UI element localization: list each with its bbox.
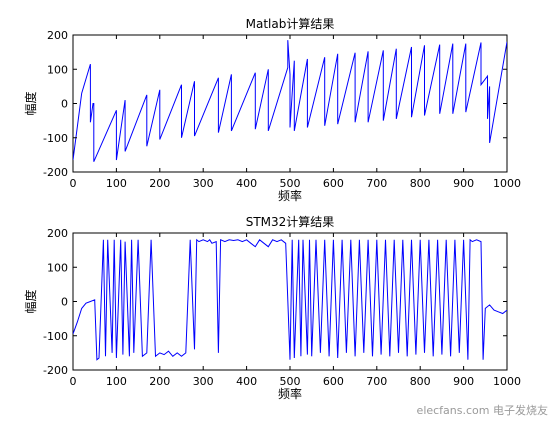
chart-2-y-axis-label: 幅度 xyxy=(23,289,38,313)
chart-2-x-tick-label: 300 xyxy=(193,375,214,388)
chart-2-x-tick-label: 800 xyxy=(410,375,431,388)
chart-1: 0 100 200 300 400 500 600 700 800 900 1000-200-100… xyxy=(23,16,521,203)
chart-1-x-tick-label: 0 xyxy=(70,177,77,190)
chart-1-title: Matlab计算结果 xyxy=(246,16,335,31)
chart-1-x-axis-label: 频率 xyxy=(278,188,302,203)
chart-2-x-tick-label: 100 xyxy=(106,375,127,388)
chart-2-y-tick-label: -200 xyxy=(43,364,68,377)
chart-2-x-tick-label: 900 xyxy=(453,375,474,388)
chart-2-series-line-1 xyxy=(73,238,507,361)
chart-2-x-tick-label: 0 xyxy=(70,375,77,388)
chart-2-y-tick-label: 100 xyxy=(47,261,68,274)
chart-1-x-tick-label: 800 xyxy=(410,177,431,190)
chart-1-y-tick-label: -200 xyxy=(43,166,68,179)
chart-2-y-tick-label: 0 xyxy=(61,296,68,309)
watermark-text: elecfans.com 电子发烧友 xyxy=(417,403,548,417)
chart-1-x-tick-label: 400 xyxy=(236,177,257,190)
chart-1-y-tick-label: -100 xyxy=(43,132,68,145)
chart-1-y-tick-label: 200 xyxy=(47,29,68,42)
chart-1-y-tick-label: 0 xyxy=(61,98,68,111)
chart-2-x-axis-label: 频率 xyxy=(278,386,302,401)
chart-2-x-tick-label: 500 xyxy=(280,375,301,388)
chart-2-x-tick-label: 200 xyxy=(149,375,170,388)
chart-1-y-tick-label: 100 xyxy=(47,63,68,76)
chart-2-x-tick-label: 1000 xyxy=(493,375,521,388)
chart-2-y-tick-label: 200 xyxy=(47,227,68,240)
chart-2-title: STM32计算结果 xyxy=(246,214,335,229)
chart-1-y-axis-label: 幅度 xyxy=(23,91,38,115)
chart-1-x-tick-label: 300 xyxy=(193,177,214,190)
chart-1-x-tick-label: 900 xyxy=(453,177,474,190)
chart-2-y-tick-label: -100 xyxy=(43,330,68,343)
chart-2-x-tick-label: 400 xyxy=(236,375,257,388)
chart-1-x-tick-label: 700 xyxy=(366,177,387,190)
chart-1-x-tick-label: 100 xyxy=(106,177,127,190)
chart-2-x-tick-label: 600 xyxy=(323,375,344,388)
chart-1-x-tick-label: 1000 xyxy=(493,177,521,190)
chart-1-x-tick-label: 500 xyxy=(280,177,301,190)
chart-1-series-line-1 xyxy=(73,40,507,162)
chart-2-x-tick-label: 700 xyxy=(366,375,387,388)
chart-1-x-tick-label: 200 xyxy=(149,177,170,190)
chart-1-x-tick-label: 600 xyxy=(323,177,344,190)
chart-2: 0 100 200 300 400 500 600 700 800 900 1000-200-100… xyxy=(23,214,521,401)
